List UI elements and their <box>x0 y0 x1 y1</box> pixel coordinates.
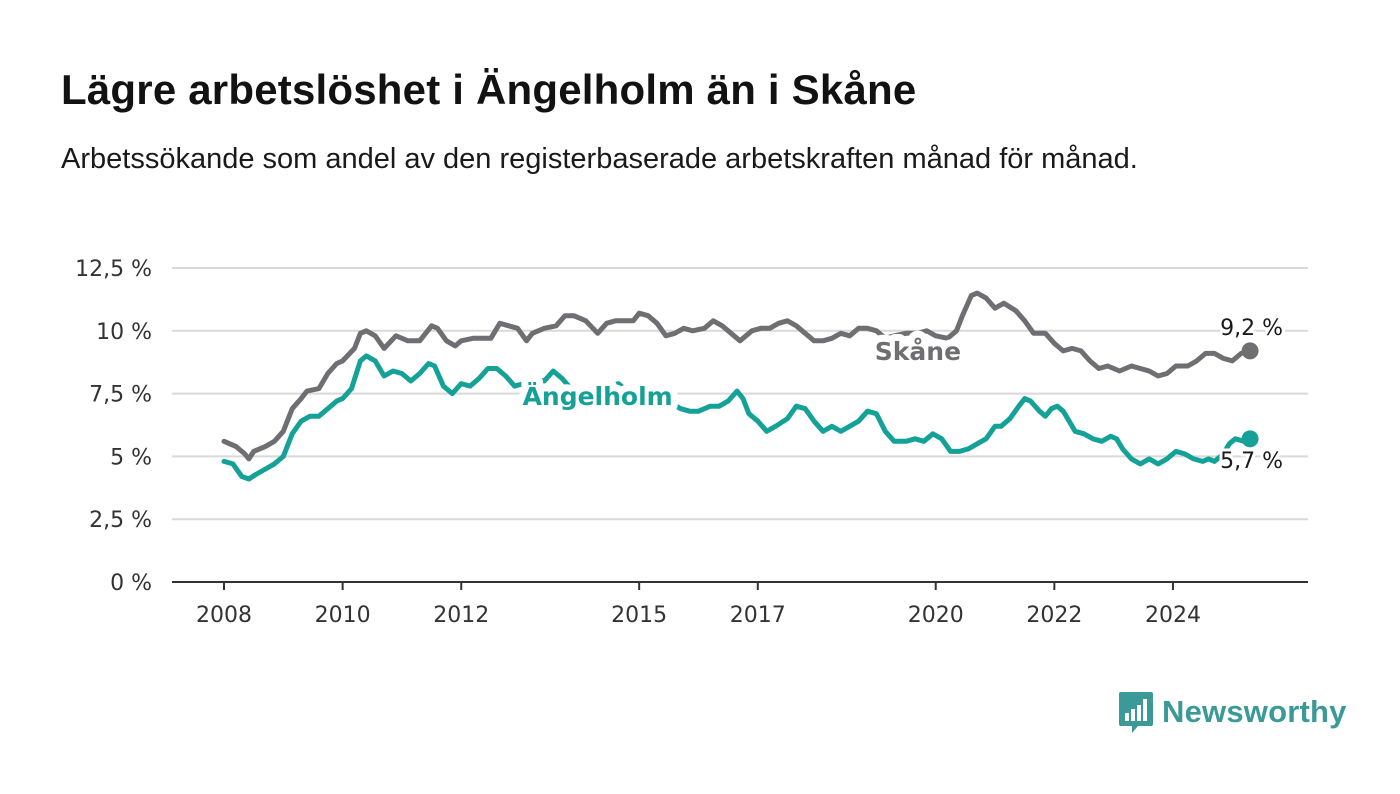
axes: 0 % 2,5 % 5 % 7,5 % 10 % 12,5 % 2008 2010 2012 20… <box>75 257 1308 628</box>
series-line-angelholm <box>221 353 1253 482</box>
y-tick-label: 12,5 % <box>75 257 152 282</box>
end-point-skane <box>1241 342 1259 360</box>
y-tick-label: 5 % <box>110 445 152 470</box>
x-tick-label: 2008 <box>196 603 252 628</box>
end-value-label: 9,2 % <box>1220 316 1283 341</box>
end-value-label: 5,7 % <box>1220 449 1283 474</box>
end-point-angelholm <box>1241 430 1259 448</box>
x-tick-label: 2012 <box>433 603 489 628</box>
page-title: Lägre arbetslöshet i Ängelholm än i Skån… <box>61 66 917 113</box>
x-tick-label: 2024 <box>1145 603 1201 628</box>
newsworthy-logo: Newsworthy <box>1118 690 1347 734</box>
series-lines <box>221 290 1253 482</box>
series-line-skane <box>221 290 1253 462</box>
x-tick-label: 2017 <box>730 603 786 628</box>
page-subtitle: Arbetssökande som andel av den registerb… <box>61 143 1138 175</box>
y-tick-label: 2,5 % <box>89 508 152 533</box>
end-value-halo: 5,7 % <box>1220 449 1283 474</box>
logo-text: Newsworthy <box>1162 694 1347 729</box>
x-tick-label: 2010 <box>315 603 371 628</box>
x-tick-label: 2022 <box>1026 603 1082 628</box>
y-tick-label: 10 % <box>96 320 152 345</box>
y-tick-label: 7,5 % <box>89 383 152 408</box>
labels: 9,2 %9,2 %5,7 %5,7 %SkåneSkåneÄngelholmÄ… <box>516 313 1286 477</box>
bar-chart-speech-bubble-icon <box>1119 692 1153 733</box>
x-tick-label: 2015 <box>611 603 667 628</box>
series-label: Ängelholm <box>523 381 673 411</box>
x-tick-label: 2020 <box>908 603 964 628</box>
end-value-halo: 9,2 % <box>1220 316 1283 341</box>
series-label-halo: Ängelholm <box>523 381 673 411</box>
series-label-halo: Skåne <box>875 337 961 366</box>
series-label: Skåne <box>875 337 961 366</box>
y-tick-label: 0 % <box>110 571 152 596</box>
